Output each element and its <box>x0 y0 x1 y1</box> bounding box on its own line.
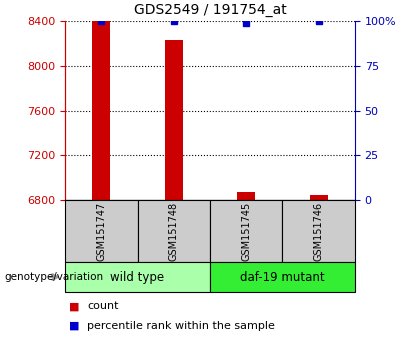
Bar <box>237 192 255 200</box>
Bar <box>310 195 328 200</box>
Bar <box>92 21 110 200</box>
Text: genotype/variation: genotype/variation <box>4 272 103 282</box>
Text: GSM151747: GSM151747 <box>96 201 106 261</box>
Bar <box>165 40 183 200</box>
Text: GSM151745: GSM151745 <box>241 201 251 261</box>
Text: GSM151748: GSM151748 <box>169 201 179 261</box>
Title: GDS2549 / 191754_at: GDS2549 / 191754_at <box>134 4 286 17</box>
Text: percentile rank within the sample: percentile rank within the sample <box>87 321 275 331</box>
Text: GSM151746: GSM151746 <box>314 201 324 261</box>
Text: ■: ■ <box>69 321 80 331</box>
Text: count: count <box>87 301 118 311</box>
Text: wild type: wild type <box>110 270 165 284</box>
Text: ■: ■ <box>69 301 80 311</box>
Text: daf-19 mutant: daf-19 mutant <box>240 270 325 284</box>
